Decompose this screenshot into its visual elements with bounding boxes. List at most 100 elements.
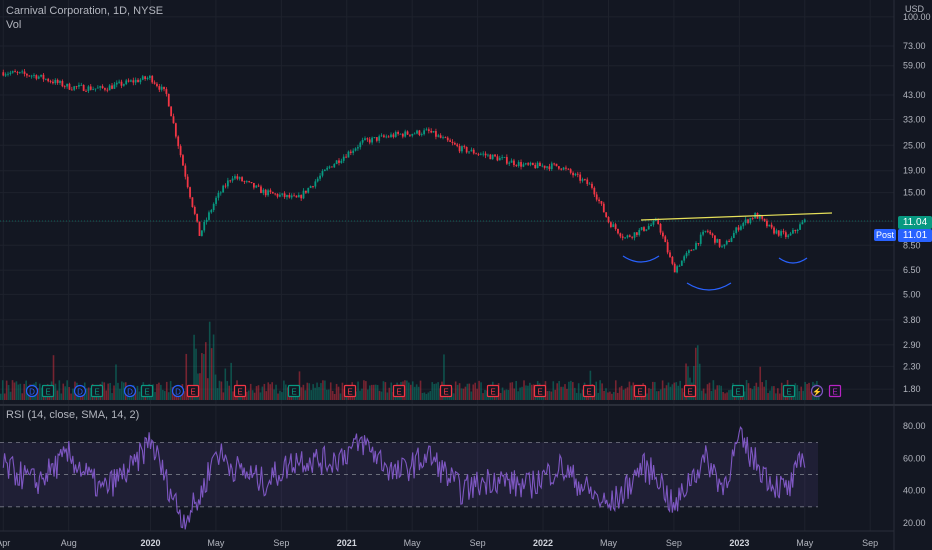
earnings-marker[interactable] — [233, 384, 247, 398]
candle-body — [510, 160, 513, 163]
candle-body — [638, 229, 641, 235]
event-marker-letter: E — [396, 388, 401, 397]
event-marker-letter: E — [237, 388, 242, 397]
candle-body — [531, 162, 534, 165]
volume-legend[interactable]: Vol — [6, 19, 22, 31]
candle-body — [375, 137, 378, 141]
candle-body — [763, 218, 766, 221]
volume-bar — [759, 366, 762, 400]
volume-bar — [406, 380, 408, 400]
candle-body — [118, 81, 121, 83]
volume-bar — [616, 392, 619, 400]
price-tick-label: 6.50 — [903, 265, 921, 275]
time-axis[interactable]: Apr Aug 2020 May Sep 2021 May Sep 2022 May Sep 2023… — [0, 538, 878, 548]
candle-body — [515, 165, 518, 166]
volume-bar — [618, 387, 621, 400]
volume-bar — [696, 345, 699, 400]
candle-body — [383, 135, 385, 137]
event-marker-letter: E — [45, 388, 50, 397]
candle-body — [654, 219, 657, 221]
dividend-marker[interactable] — [25, 384, 39, 398]
time-tick-label: 2022 — [533, 538, 553, 548]
time-tick-label: May — [600, 538, 618, 548]
earnings-marker[interactable] — [533, 384, 547, 398]
volume-bar — [511, 382, 514, 400]
rsi-legend[interactable]: RSI (14, close, SMA, 14, 2) — [6, 409, 140, 421]
candle-body — [534, 164, 537, 169]
candle-body — [505, 157, 508, 164]
candle-body — [777, 230, 780, 236]
candle-body — [113, 84, 116, 89]
candle-body — [463, 146, 466, 148]
earnings-marker[interactable] — [392, 384, 406, 398]
earnings-marker[interactable] — [287, 384, 301, 398]
earnings-marker[interactable] — [582, 384, 596, 398]
earnings-marker[interactable] — [782, 384, 796, 398]
candle-body — [799, 224, 801, 230]
volume-bar — [162, 389, 164, 400]
volume-bar — [19, 383, 22, 400]
volume-bar — [708, 382, 711, 400]
candle-body — [316, 178, 319, 182]
earnings-marker[interactable] — [633, 384, 647, 398]
earnings-marker[interactable] — [140, 384, 154, 398]
candle-body — [167, 93, 170, 107]
volume-bar — [228, 385, 231, 400]
volume-bar — [722, 391, 724, 400]
candle-body — [678, 265, 681, 267]
volume-bar — [425, 393, 428, 400]
right-shoulder-arc[interactable] — [778, 257, 808, 264]
left-shoulder-arc[interactable] — [622, 255, 660, 263]
candle-body — [245, 181, 248, 182]
candle-body — [560, 168, 563, 170]
candle-body — [163, 86, 165, 90]
earnings-marker[interactable] — [90, 384, 104, 398]
volume-bar — [226, 381, 229, 400]
candle-body — [92, 89, 95, 90]
earnings-marker[interactable] — [41, 384, 55, 398]
candle-body — [728, 240, 731, 242]
candle-body — [397, 132, 400, 134]
trendline[interactable] — [640, 212, 833, 221]
volume-bar — [245, 391, 248, 400]
dividend-marker[interactable] — [171, 384, 185, 398]
candle-body — [205, 219, 208, 222]
candle-body — [361, 139, 364, 143]
candle-body — [165, 89, 168, 94]
candle-body — [70, 89, 73, 91]
earnings-marker[interactable] — [828, 384, 842, 398]
volume-bar — [669, 386, 672, 400]
volume-bar — [253, 392, 256, 400]
candle-body — [657, 219, 660, 224]
candle-body — [624, 237, 626, 239]
volume-bar — [620, 385, 623, 400]
earnings-marker[interactable] — [343, 384, 357, 398]
dividend-marker[interactable] — [123, 384, 137, 398]
earnings-marker[interactable] — [683, 384, 697, 398]
candle-body — [520, 162, 522, 167]
volume-bar — [532, 384, 535, 400]
volume-bar — [326, 389, 328, 400]
candle-body — [281, 193, 284, 195]
event-markers[interactable]: D E D E D E D E E E E E E E E E E E E E ⚡ E — [25, 384, 842, 398]
volume-bar — [263, 383, 266, 400]
earnings-marker[interactable] — [731, 384, 745, 398]
candle-body — [364, 138, 366, 140]
rsi-axis[interactable]: 80.00 60.00 40.00 20.00 — [903, 421, 926, 528]
earnings-marker[interactable] — [486, 384, 500, 398]
volume-bar — [747, 383, 750, 400]
candle-body — [617, 228, 619, 234]
volume-bar — [695, 347, 697, 400]
earnings-marker[interactable] — [186, 384, 200, 398]
volume-bar — [423, 392, 426, 400]
earnings-marker[interactable] — [439, 384, 453, 398]
dividend-marker[interactable] — [73, 384, 87, 398]
split-marker[interactable] — [810, 384, 824, 398]
volume-bar — [0, 393, 2, 400]
symbol-legend[interactable]: Carnival Corporation, 1D, NYSE — [6, 5, 164, 17]
candle-body — [203, 221, 206, 231]
volume-bar — [806, 384, 808, 400]
candle-body — [186, 176, 189, 188]
head-arc[interactable] — [686, 282, 732, 291]
